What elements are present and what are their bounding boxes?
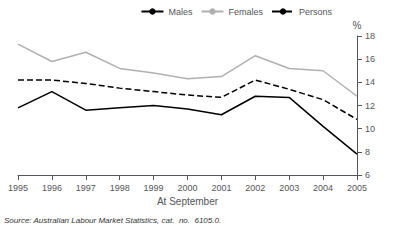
svg-text:1995: 1995 (8, 183, 28, 193)
svg-text:16: 16 (365, 54, 375, 64)
svg-text:2004: 2004 (313, 183, 333, 193)
svg-text:2005: 2005 (347, 183, 367, 193)
svg-text:1996: 1996 (42, 183, 62, 193)
svg-text:14: 14 (365, 77, 375, 87)
svg-text:1999: 1999 (144, 183, 164, 193)
svg-text:2003: 2003 (279, 183, 299, 193)
svg-text:1998: 1998 (110, 183, 130, 193)
svg-text:18: 18 (365, 31, 375, 41)
svg-text:2002: 2002 (245, 183, 265, 193)
svg-text:6: 6 (365, 170, 370, 180)
svg-text:12: 12 (365, 101, 375, 111)
svg-text:2000: 2000 (177, 183, 197, 193)
svg-text:Females: Females (228, 7, 263, 17)
svg-text:Males: Males (168, 7, 193, 17)
svg-text:Persons: Persons (299, 7, 333, 17)
svg-text:%: % (353, 20, 362, 31)
svg-text:Source: Australian Labour Mark: Source: Australian Labour Market Statist… (4, 216, 221, 225)
svg-text:10: 10 (365, 124, 375, 134)
svg-text:1997: 1997 (76, 183, 96, 193)
svg-text:2001: 2001 (211, 183, 231, 193)
svg-text:At September: At September (157, 196, 219, 207)
svg-text:8: 8 (365, 147, 370, 157)
